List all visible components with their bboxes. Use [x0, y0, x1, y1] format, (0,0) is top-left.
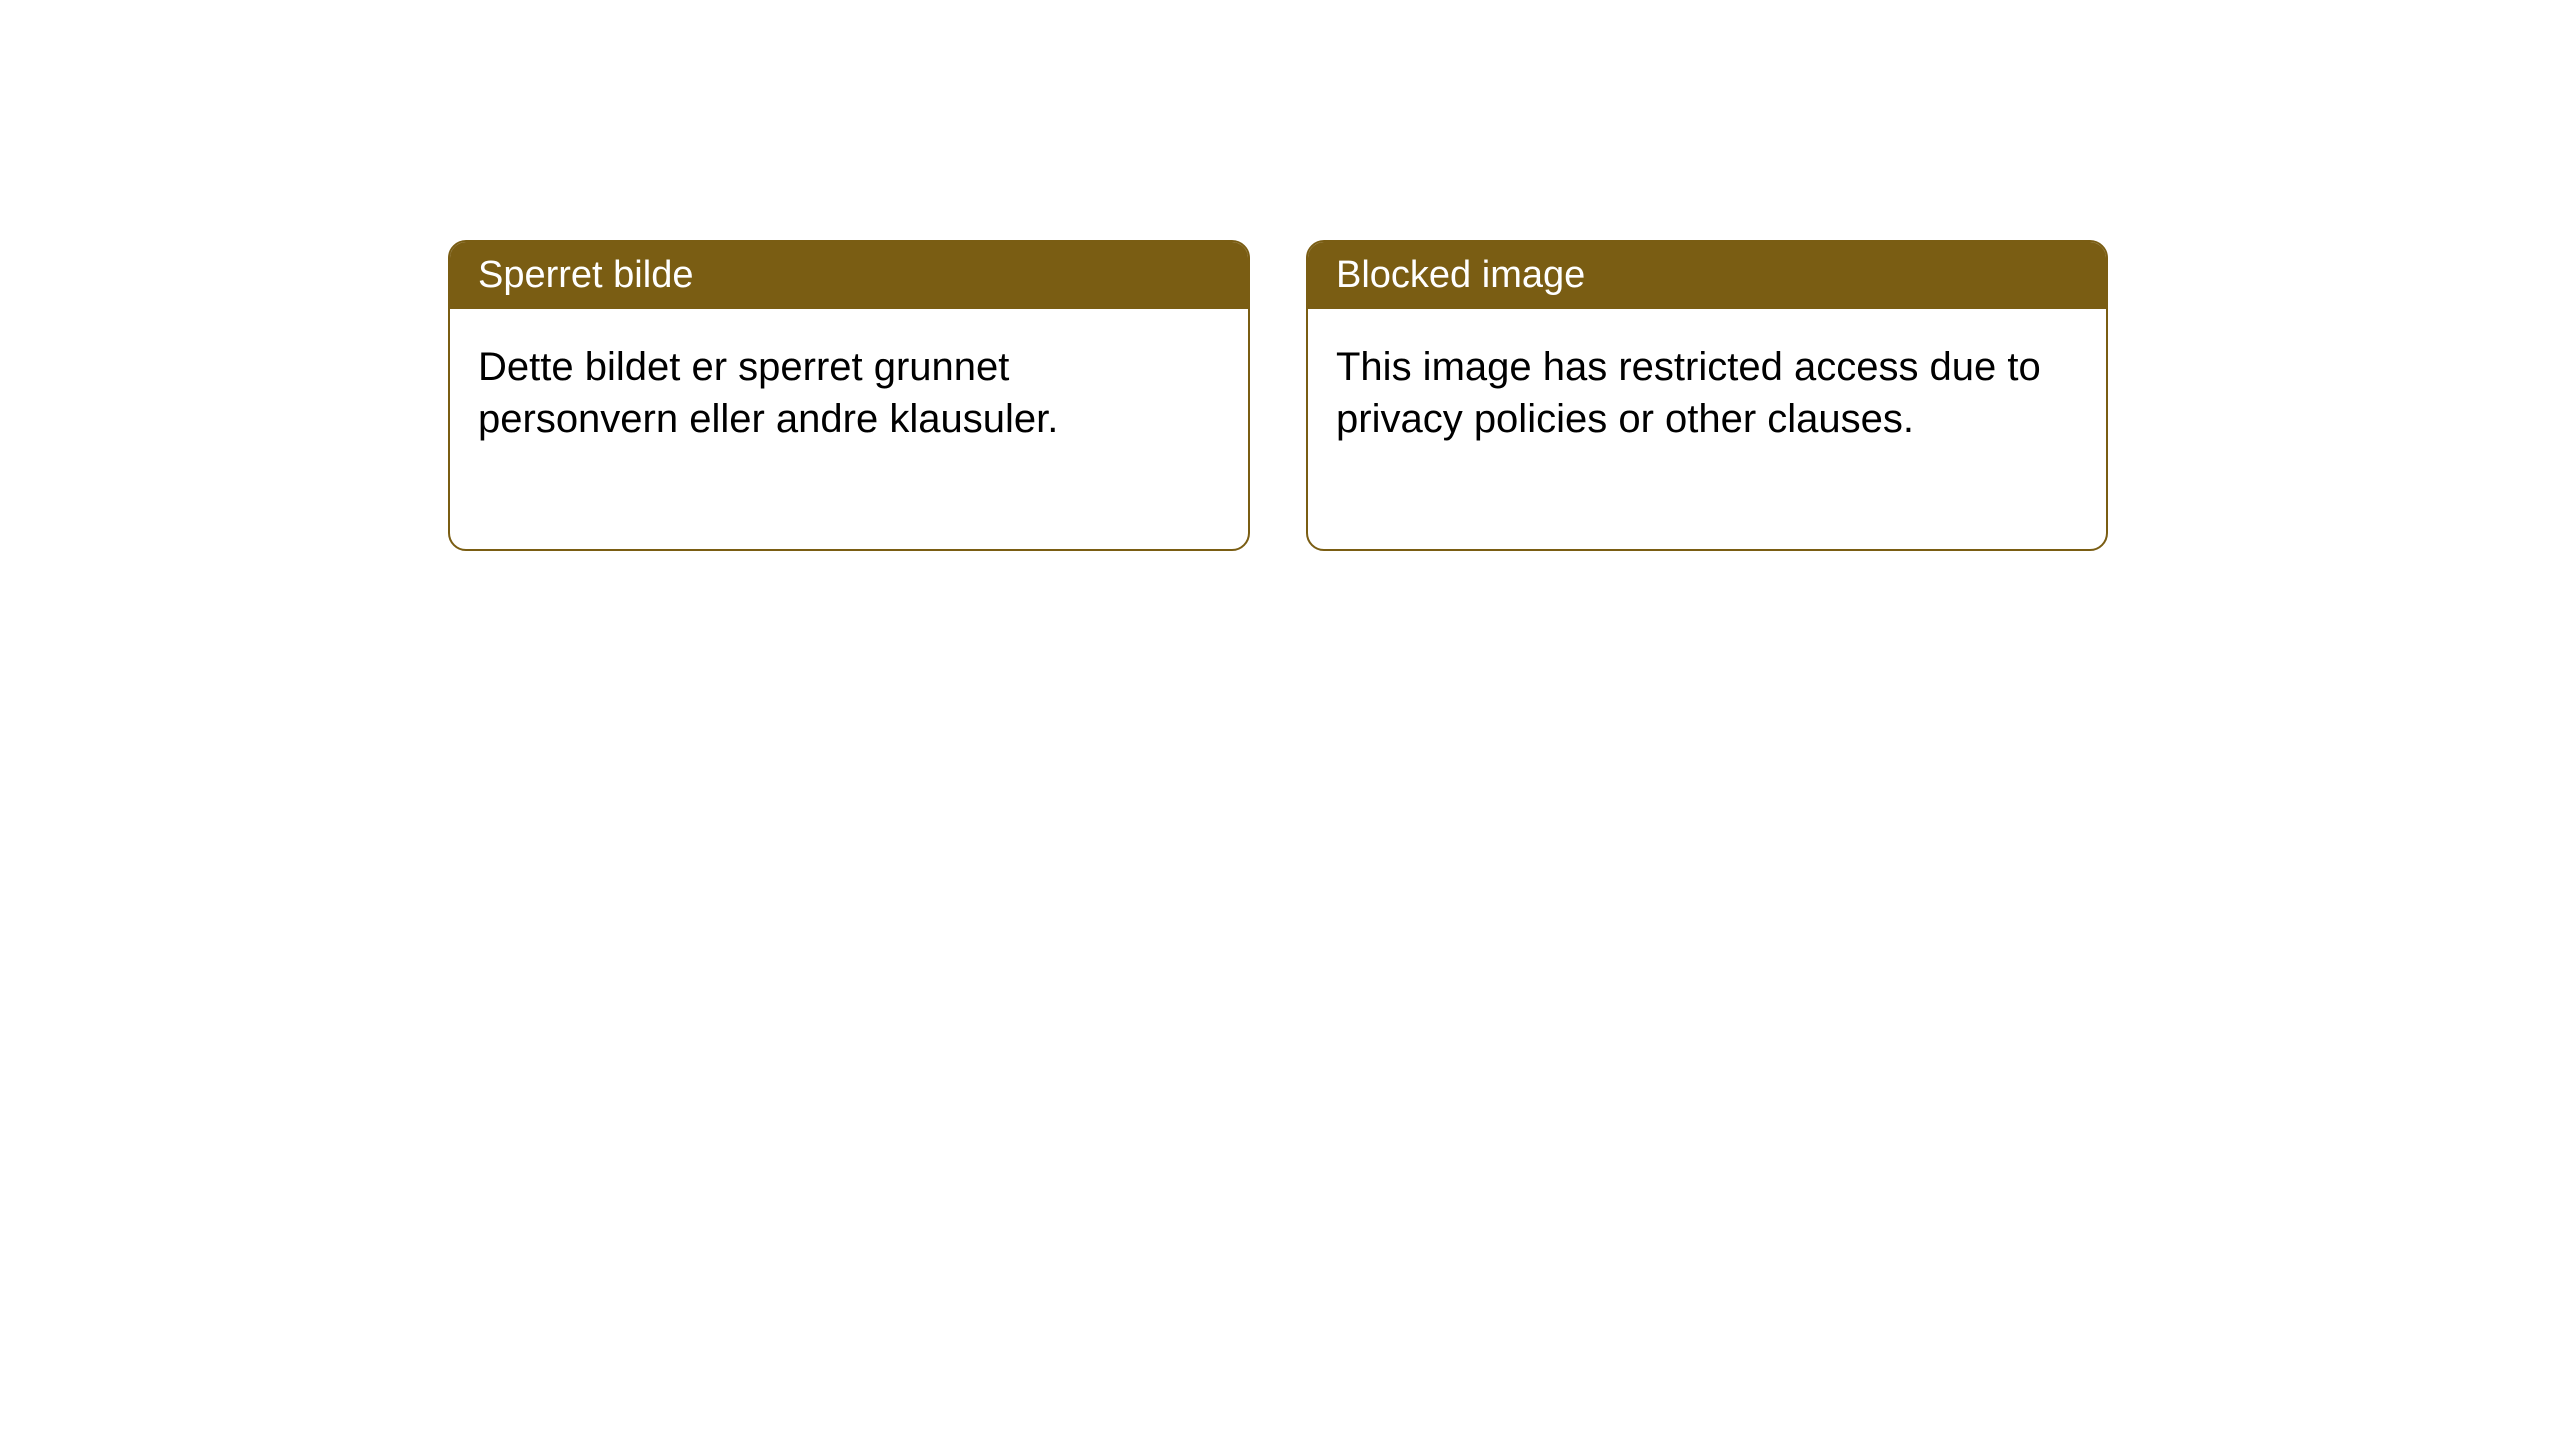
notice-title: Sperret bilde	[450, 242, 1248, 309]
notice-card-norwegian: Sperret bilde Dette bildet er sperret gr…	[448, 240, 1250, 551]
notice-card-english: Blocked image This image has restricted …	[1306, 240, 2108, 551]
notice-body: Dette bildet er sperret grunnet personve…	[450, 309, 1248, 549]
notice-title: Blocked image	[1308, 242, 2106, 309]
notice-body: This image has restricted access due to …	[1308, 309, 2106, 549]
notice-container: Sperret bilde Dette bildet er sperret gr…	[448, 240, 2108, 551]
